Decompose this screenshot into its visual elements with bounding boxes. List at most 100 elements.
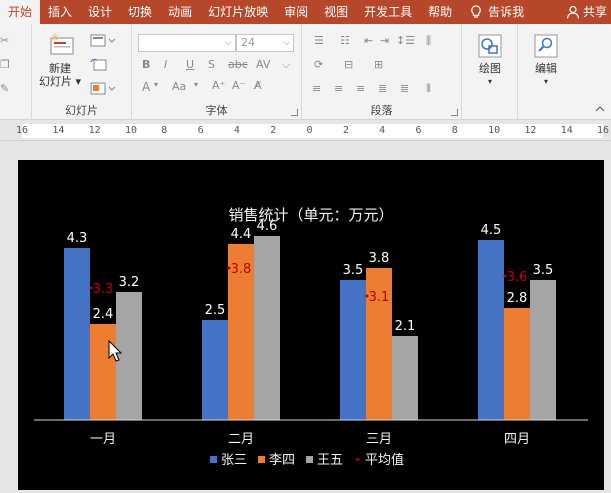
ruler-tick-label: 16 (16, 125, 29, 136)
chevron-down-icon[interactable]: ▾ (154, 80, 159, 89)
strikethrough-button[interactable]: abc (228, 58, 248, 71)
justify-icon[interactable]: ≣ (378, 82, 388, 95)
new-slide-label: 新建 (49, 62, 71, 75)
align-right-icon[interactable]: ≡ (356, 82, 366, 95)
share-label: 共享 (582, 5, 607, 19)
legend-swatch (306, 456, 313, 463)
bold-button[interactable]: B (142, 58, 151, 71)
distributed-icon[interactable]: ≣ (400, 82, 410, 95)
decrease-font-icon[interactable]: A⁻ (232, 79, 246, 92)
cut-icon[interactable]: ✂ (0, 34, 10, 47)
tab-view[interactable]: 视图 (324, 5, 349, 19)
tab-help[interactable]: 帮助 (428, 5, 453, 19)
underline-button[interactable]: U (186, 58, 195, 71)
chart-bar (90, 324, 116, 420)
mouse-cursor-icon (108, 339, 123, 362)
tab-home[interactable]: 开始 (0, 0, 41, 24)
tab-design[interactable]: 设计 (88, 5, 113, 19)
text-direction-icon[interactable]: ⟳ (314, 58, 324, 71)
chevron-down-icon: ▾ (487, 77, 492, 86)
tell-me-label: 告诉我 (488, 5, 525, 19)
change-case-button[interactable]: Aa (172, 80, 187, 93)
legend-swatch (258, 456, 265, 463)
font-dialog-launcher-icon[interactable] (291, 109, 298, 116)
numbering-icon[interactable]: ☷ (340, 34, 350, 47)
tab-insert[interactable]: 插入 (48, 5, 73, 19)
italic-button[interactable]: I (164, 58, 168, 71)
tab-review[interactable]: 审阅 (284, 5, 309, 19)
average-marker (365, 294, 369, 298)
ruler-tick-label: 8 (451, 125, 458, 136)
chevron-down-icon[interactable]: ▾ (194, 80, 199, 89)
paragraph-group-label: 段落 (370, 104, 393, 117)
x-axis-tick-label: 一月 (90, 432, 116, 447)
share-button[interactable]: 共享 (558, 0, 611, 24)
columns-icon[interactable]: ⫼ (426, 34, 432, 47)
column-spacing-icon[interactable]: ⦀ (426, 82, 431, 95)
bullets-icon[interactable]: ☰ (314, 34, 324, 47)
ruler-tick-label: 8 (161, 125, 168, 136)
shadow-button[interactable]: S (208, 58, 215, 71)
tab-transitions[interactable]: 切换 (128, 5, 153, 19)
average-marker (89, 286, 93, 290)
increase-font-icon[interactable]: A⁺ (212, 79, 226, 92)
legend-swatch (210, 456, 217, 463)
chart-title: 销售统计（单元：万元） (228, 206, 393, 224)
layout-icon[interactable] (90, 34, 116, 48)
editing-button[interactable]: 编辑 ▾ (524, 32, 568, 88)
chart-data-label: 3.5 (343, 263, 364, 278)
align-center-icon[interactable]: ≡ (334, 82, 344, 95)
ruler-tick-label: 12 (88, 125, 101, 136)
ruler-tick-label: 12 (524, 125, 537, 136)
font-color-button[interactable]: A (142, 80, 151, 94)
chart-bar (366, 268, 392, 420)
format-painter-icon[interactable]: ✎ (0, 82, 10, 95)
char-spacing-button[interactable]: AV (256, 58, 271, 71)
copy-icon[interactable]: ❐ (0, 58, 10, 71)
paragraph-dialog-launcher-icon[interactable] (451, 109, 458, 116)
clear-format-icon[interactable]: A̸ (254, 79, 262, 92)
font-group-label: 字体 (205, 104, 228, 117)
ruler-tick-label: 10 (124, 125, 137, 136)
tell-me-box[interactable]: 告诉我 (460, 0, 532, 24)
font-group: ⌵ 24 ⌵ B I U S abc AV ⌵ A ▾ Aa ▾ A⁺ A⁻ A… (132, 24, 302, 120)
x-axis-tick-label: 四月 (504, 432, 530, 447)
line-spacing-icon[interactable]: ↕☰ (396, 34, 416, 47)
search-icon (534, 34, 558, 58)
chart-bar (202, 320, 228, 420)
tab-slideshow[interactable]: 幻灯片放映 (208, 5, 269, 19)
font-size-combo[interactable]: 24 ⌵ (236, 34, 294, 52)
section-icon[interactable] (90, 82, 116, 96)
chart-data-label: 2.1 (395, 319, 416, 334)
chart-bar (340, 280, 366, 420)
ruler-tick-label: 2 (270, 125, 277, 136)
smartart-icon[interactable]: ⊞ (374, 58, 384, 71)
horizontal-ruler[interactable]: 16 14 12 10 8 6 4 2 0 2 4 6 8 10 12 14 16 (0, 121, 611, 141)
average-marker (227, 266, 231, 270)
reset-icon[interactable] (90, 58, 108, 72)
align-left-icon[interactable]: ≡ (312, 82, 322, 95)
new-slide-label-2: 幻灯片 ▾ (38, 75, 82, 88)
drawing-button[interactable]: 绘图 ▾ (468, 32, 512, 88)
decrease-indent-icon[interactable]: ⇤ (364, 34, 374, 47)
font-name-combo[interactable]: ⌵ (138, 34, 236, 52)
align-text-icon[interactable]: ⊟ (344, 58, 354, 71)
chart-data-label: 4.4 (231, 227, 252, 242)
chart-bar (228, 244, 254, 420)
tab-animations[interactable]: 动画 (168, 5, 193, 19)
chevron-down-icon[interactable]: ⌵ (282, 58, 291, 71)
new-slide-button[interactable]: ✳ 新建 幻灯片 ▾ (38, 32, 82, 88)
ruler-tick-label: 4 (379, 125, 386, 136)
tab-developer[interactable]: 开发工具 (364, 5, 413, 19)
increase-indent-icon[interactable]: ⇥ (380, 34, 390, 47)
slide-canvas[interactable]: 销售统计（单元：万元） 4.3 2.4 3.2 3.3 2.5 4.4 4.6 3.8 3.5 3… (18, 160, 604, 490)
sales-chart[interactable]: 销售统计（单元：万元） 4.3 2.4 3.2 3.3 2.5 4.4 4.6 3.8 3.5 3… (18, 160, 604, 490)
chevron-down-icon: ⌵ (283, 38, 290, 48)
collapse-ribbon-icon[interactable] (595, 105, 605, 113)
chart-data-label: 4.3 (67, 231, 88, 246)
svg-text:✳: ✳ (50, 32, 60, 45)
chart-data-label: 2.5 (205, 303, 226, 318)
average-data-label: 3.3 (93, 282, 114, 297)
clipboard-group: ✂ ❐ ✎ (0, 24, 32, 120)
chart-bar (116, 292, 142, 420)
